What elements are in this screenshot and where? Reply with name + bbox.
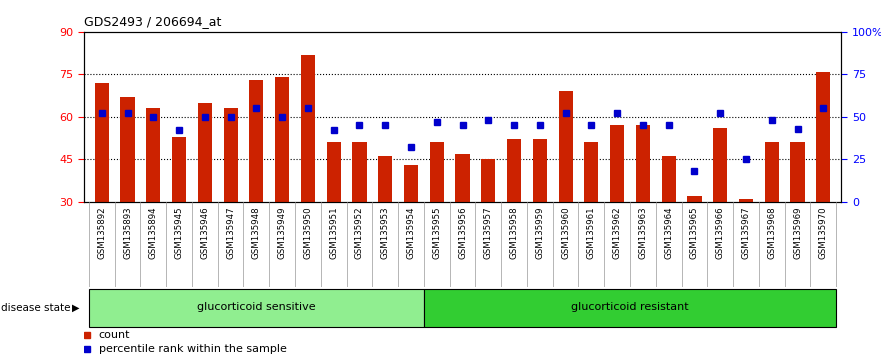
- Text: GSM135957: GSM135957: [484, 206, 492, 259]
- Bar: [713, 128, 728, 287]
- Bar: [89, 289, 424, 327]
- Bar: [481, 159, 495, 287]
- Text: count: count: [99, 330, 130, 341]
- Bar: [816, 72, 831, 287]
- Bar: [197, 103, 212, 287]
- Text: GSM135948: GSM135948: [252, 206, 261, 259]
- Bar: [610, 125, 625, 287]
- Text: GSM135893: GSM135893: [123, 206, 132, 259]
- Bar: [533, 139, 547, 287]
- Text: glucorticoid resistant: glucorticoid resistant: [571, 302, 689, 312]
- Text: GSM135951: GSM135951: [329, 206, 338, 259]
- Bar: [739, 199, 753, 287]
- Text: GSM135967: GSM135967: [742, 206, 751, 259]
- Text: GSM135947: GSM135947: [226, 206, 235, 259]
- Text: GDS2493 / 206694_at: GDS2493 / 206694_at: [84, 15, 221, 28]
- Bar: [424, 289, 836, 327]
- Text: GSM135892: GSM135892: [97, 206, 107, 259]
- Bar: [121, 97, 135, 287]
- Bar: [636, 125, 650, 287]
- Text: GSM135954: GSM135954: [406, 206, 416, 259]
- Text: GSM135961: GSM135961: [587, 206, 596, 259]
- Bar: [94, 83, 109, 287]
- Bar: [584, 142, 598, 287]
- Text: GSM135969: GSM135969: [793, 206, 802, 258]
- Text: GSM135959: GSM135959: [536, 206, 544, 258]
- Bar: [327, 142, 341, 287]
- Text: GSM135968: GSM135968: [767, 206, 776, 259]
- Bar: [352, 142, 366, 287]
- Text: GSM135955: GSM135955: [433, 206, 441, 259]
- Bar: [146, 108, 160, 287]
- Bar: [455, 154, 470, 287]
- Bar: [172, 137, 186, 287]
- Bar: [300, 55, 315, 287]
- Text: GSM135956: GSM135956: [458, 206, 467, 259]
- Text: ▶: ▶: [71, 303, 79, 313]
- Text: GSM135894: GSM135894: [149, 206, 158, 259]
- Text: GSM135949: GSM135949: [278, 206, 286, 258]
- Text: GSM135952: GSM135952: [355, 206, 364, 259]
- Bar: [662, 156, 676, 287]
- Text: glucorticoid sensitive: glucorticoid sensitive: [197, 302, 315, 312]
- Bar: [249, 80, 263, 287]
- Text: GSM135945: GSM135945: [174, 206, 183, 259]
- Text: GSM135950: GSM135950: [303, 206, 313, 259]
- Bar: [403, 165, 418, 287]
- Bar: [790, 142, 804, 287]
- Bar: [224, 108, 238, 287]
- Bar: [430, 142, 444, 287]
- Bar: [507, 139, 522, 287]
- Text: GSM135965: GSM135965: [690, 206, 699, 259]
- Text: GSM135960: GSM135960: [561, 206, 570, 259]
- Text: GSM135963: GSM135963: [639, 206, 648, 259]
- Text: GSM135962: GSM135962: [612, 206, 622, 259]
- Text: GSM135958: GSM135958: [509, 206, 519, 259]
- Text: GSM135953: GSM135953: [381, 206, 389, 259]
- Bar: [765, 142, 779, 287]
- Text: GSM135946: GSM135946: [200, 206, 210, 259]
- Text: percentile rank within the sample: percentile rank within the sample: [99, 344, 286, 354]
- Text: GSM135970: GSM135970: [818, 206, 828, 259]
- Text: GSM135966: GSM135966: [715, 206, 725, 259]
- Bar: [275, 77, 289, 287]
- Bar: [559, 91, 573, 287]
- Text: disease state: disease state: [1, 303, 70, 313]
- Bar: [687, 196, 701, 287]
- Bar: [378, 156, 392, 287]
- Text: GSM135964: GSM135964: [664, 206, 673, 259]
